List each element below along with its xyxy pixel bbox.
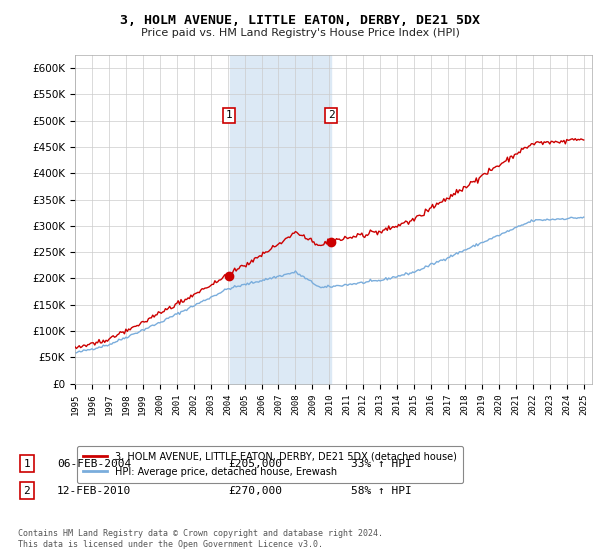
Text: 12-FEB-2010: 12-FEB-2010 — [57, 486, 131, 496]
Legend: 3, HOLM AVENUE, LITTLE EATON, DERBY, DE21 5DX (detached house), HPI: Average pri: 3, HOLM AVENUE, LITTLE EATON, DERBY, DE2… — [77, 446, 463, 483]
Text: 1: 1 — [226, 110, 233, 120]
Text: 06-FEB-2004: 06-FEB-2004 — [57, 459, 131, 469]
Text: 1: 1 — [23, 459, 31, 469]
Text: £270,000: £270,000 — [228, 486, 282, 496]
Text: 33% ↑ HPI: 33% ↑ HPI — [351, 459, 412, 469]
Text: 2: 2 — [328, 110, 334, 120]
Text: Price paid vs. HM Land Registry's House Price Index (HPI): Price paid vs. HM Land Registry's House … — [140, 28, 460, 38]
Text: 58% ↑ HPI: 58% ↑ HPI — [351, 486, 412, 496]
Text: 3, HOLM AVENUE, LITTLE EATON, DERBY, DE21 5DX: 3, HOLM AVENUE, LITTLE EATON, DERBY, DE2… — [120, 14, 480, 27]
Text: £205,000: £205,000 — [228, 459, 282, 469]
Text: Contains HM Land Registry data © Crown copyright and database right 2024.
This d: Contains HM Land Registry data © Crown c… — [18, 529, 383, 549]
Text: 2: 2 — [23, 486, 31, 496]
